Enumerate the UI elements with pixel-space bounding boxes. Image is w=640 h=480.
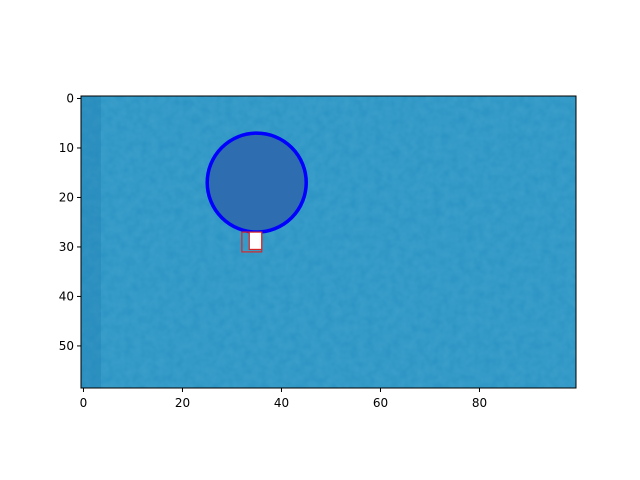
y-tick-label: 50	[59, 339, 74, 353]
y-tick-label: 10	[59, 141, 74, 155]
overlay-layer	[205, 131, 308, 253]
overlay-circle-0	[205, 131, 308, 234]
x-tick-label: 80	[472, 396, 487, 410]
x-axis-ticks: 0 20 40 60 80	[80, 388, 487, 410]
x-tick-label: 0	[80, 396, 88, 410]
axes-area	[80, 95, 577, 389]
x-tick-label: 20	[175, 396, 190, 410]
axes-frame	[80, 95, 577, 389]
overlay-rectangle-2	[248, 231, 263, 251]
image-noise-texture	[81, 96, 576, 388]
y-tick-label: 0	[66, 91, 74, 105]
y-tick-label: 30	[59, 240, 74, 254]
y-tick-label: 40	[59, 289, 74, 303]
y-tick-label: 20	[59, 190, 74, 204]
y-axis-ticks: 0 10 20 30 40 50	[59, 91, 81, 353]
image-left-shade	[81, 96, 101, 388]
x-tick-label: 60	[373, 396, 388, 410]
x-tick-label: 40	[274, 396, 289, 410]
